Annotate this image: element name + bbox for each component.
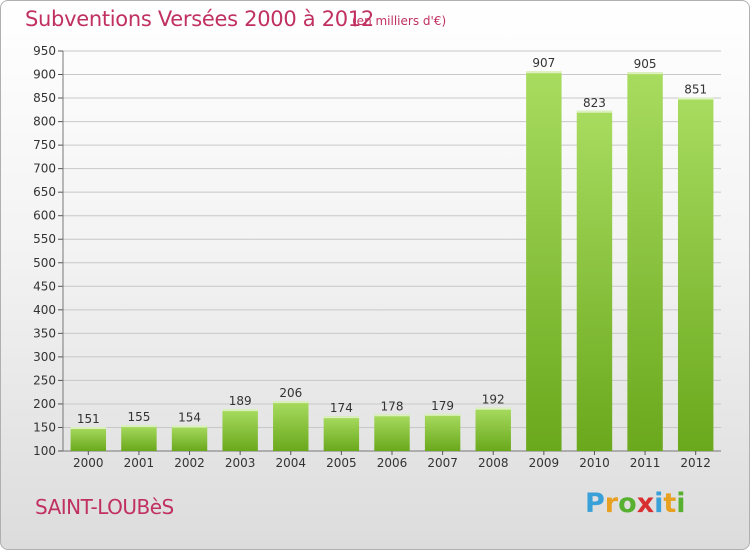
x-tick-label-2012: 2012 <box>680 456 711 470</box>
x-tick-label-2005: 2005 <box>326 456 357 470</box>
bar-2004 <box>273 401 309 451</box>
brand-letter: t <box>663 488 677 519</box>
bar-highlight <box>526 71 562 74</box>
x-tick-label-2008: 2008 <box>478 456 509 470</box>
proxiti-logo[interactable]: Proxiti <box>585 488 686 519</box>
x-axis: 2000 2001 2002 2003 2004 2005 2006 2007 2008 2009… <box>73 451 711 470</box>
y-tick-label: 600 <box>33 209 56 223</box>
x-tick-label-2006: 2006 <box>377 456 408 470</box>
bar-2010 <box>576 110 613 451</box>
bar-highlight <box>424 413 461 416</box>
data-label-2001: 155 <box>127 410 150 424</box>
bar-2011 <box>627 72 663 452</box>
bar-highlight <box>222 409 258 412</box>
data-label-2004: 206 <box>279 386 302 400</box>
y-tick-label: 400 <box>33 303 56 317</box>
data-label-2007: 179 <box>431 399 454 413</box>
y-tick-label: 450 <box>33 279 56 293</box>
bar-highlight <box>121 425 157 428</box>
x-tick-label-2011: 2011 <box>630 456 661 470</box>
bars: 151 155 154 189 206 174 178 179 192 907 823 905 851 <box>70 56 714 452</box>
x-tick-label-2002: 2002 <box>174 456 205 470</box>
bar-highlight <box>475 407 511 410</box>
bar-2001 <box>121 425 157 451</box>
commune-name: SAINT-LOUBèS <box>35 495 174 519</box>
data-label-2011: 905 <box>634 57 657 71</box>
bar-2006 <box>374 414 410 451</box>
bar-highlight <box>273 401 309 404</box>
bar-highlight <box>576 110 613 113</box>
bar-2005 <box>323 416 360 451</box>
x-tick-label-2003: 2003 <box>225 456 256 470</box>
bar-highlight <box>171 425 208 428</box>
y-tick-label: 150 <box>33 420 56 434</box>
y-tick-label: 550 <box>33 232 56 246</box>
data-label-2012: 851 <box>684 83 707 97</box>
bar-highlight <box>677 97 714 100</box>
y-tick-label: 350 <box>33 326 56 340</box>
gridlines <box>63 50 721 452</box>
bar-highlight <box>70 427 107 429</box>
brand-letter: o <box>618 488 637 519</box>
data-label-2008: 192 <box>482 393 505 407</box>
data-label-2005: 174 <box>330 401 353 415</box>
chart-unit: (en milliers d'€) <box>352 14 447 28</box>
bar-2000 <box>70 427 107 451</box>
y-tick-label: 500 <box>33 256 56 270</box>
brand-letter: r <box>604 488 619 519</box>
y-tick-label: 750 <box>33 138 56 152</box>
bar-2009 <box>526 71 562 451</box>
bar-2002 <box>171 425 208 451</box>
brand-letter: i <box>676 488 686 519</box>
y-tick-label: 200 <box>33 397 56 411</box>
x-tick-label-2007: 2007 <box>427 456 458 470</box>
bar-2012 <box>677 97 714 452</box>
chart-title: Subventions Versées 2000 à 2012 <box>25 7 374 31</box>
bar-highlight <box>627 72 663 75</box>
brand-letter: P <box>585 488 605 519</box>
y-tick-label: 650 <box>33 185 56 199</box>
x-tick-label-2001: 2001 <box>124 456 155 470</box>
bar-2008 <box>475 407 511 451</box>
y-axis: 100 150 200 250 300 350 400 450 500 550 600 650 700 7… <box>33 44 721 458</box>
x-tick-label-2000: 2000 <box>73 456 104 470</box>
data-label-2003: 189 <box>229 394 252 408</box>
bar-2003 <box>222 409 258 451</box>
data-label-2010: 823 <box>583 96 606 110</box>
x-tick-label-2004: 2004 <box>275 456 306 470</box>
y-tick-label: 850 <box>33 91 56 105</box>
y-tick-label: 250 <box>33 373 56 387</box>
bar-2007 <box>424 413 461 451</box>
bar-highlight <box>323 416 360 419</box>
data-label-2009: 907 <box>532 56 555 70</box>
data-label-2002: 154 <box>178 411 201 425</box>
y-tick-label: 700 <box>33 162 56 176</box>
y-tick-label: 800 <box>33 115 56 129</box>
y-tick-label: 300 <box>33 350 56 364</box>
y-tick-label: 900 <box>33 68 56 82</box>
bar-highlight <box>374 414 410 417</box>
brand-letter: i <box>654 488 664 519</box>
data-label-2006: 178 <box>381 399 404 413</box>
data-label-2000: 151 <box>77 412 100 426</box>
x-tick-label-2009: 2009 <box>529 456 560 470</box>
x-tick-label-2010: 2010 <box>579 456 610 470</box>
y-tick-label: 100 <box>33 444 56 458</box>
y-tick-label: 950 <box>33 44 56 58</box>
brand-letter: x <box>636 488 655 519</box>
